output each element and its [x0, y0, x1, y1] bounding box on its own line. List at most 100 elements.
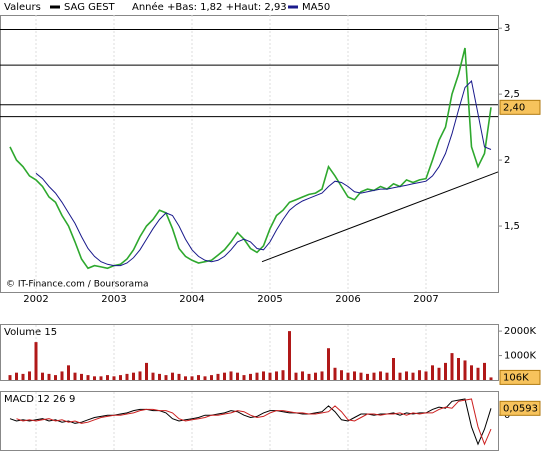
- volume-bar: [366, 373, 369, 380]
- series-line: [35, 79, 492, 267]
- price-title: Valeurs: [4, 2, 41, 13]
- series-line: [16, 398, 492, 446]
- x-tick-label: 2007: [413, 294, 438, 305]
- series-line: [9, 47, 492, 270]
- volume-bar: [125, 373, 129, 380]
- volume-bar: [483, 362, 486, 380]
- y-tick-label: 3: [504, 23, 510, 34]
- volume-bar: [47, 373, 51, 380]
- volume-bar: [99, 376, 103, 380]
- y-tick-label: 1000K: [504, 351, 536, 362]
- volume-bar: [21, 373, 25, 380]
- volume-bar: [359, 372, 363, 380]
- volume-bar: [372, 372, 376, 380]
- volume-bar: [112, 376, 116, 380]
- volume-bar: [242, 375, 246, 380]
- volume-bar: [340, 370, 343, 380]
- volume-bar: [333, 367, 337, 380]
- volume-frame: [0, 324, 499, 381]
- y-tick-label: 1,5: [504, 221, 520, 232]
- volume-bar: [301, 371, 304, 380]
- volume-bar: [307, 373, 311, 380]
- volume-bar: [8, 375, 12, 380]
- volume-bar: [320, 371, 324, 380]
- volume-bar: [489, 377, 493, 380]
- volume-bar: [145, 362, 148, 380]
- legend-label: MA50: [302, 2, 330, 13]
- volume-bar: [450, 353, 454, 380]
- volume-bar: [314, 372, 317, 380]
- volume-bar: [249, 373, 252, 380]
- volume-bar: [437, 367, 441, 380]
- volume-bar: [268, 372, 272, 380]
- volume-bar: [86, 375, 90, 380]
- volume-bar: [229, 371, 233, 380]
- volume-bar: [418, 370, 421, 380]
- volume-bar: [67, 365, 70, 380]
- volume-bar: [171, 372, 174, 380]
- volume-bar: [93, 376, 96, 380]
- volume-bar: [106, 375, 109, 380]
- y-tick-label: 2: [504, 155, 510, 166]
- last-value-box: [499, 400, 541, 416]
- volume-bar: [216, 373, 220, 380]
- x-tick-label: 2005: [257, 294, 282, 305]
- volume-bar: [463, 360, 467, 380]
- volume-bar: [392, 358, 395, 380]
- volume-bar: [132, 372, 135, 380]
- volume-bar: [457, 358, 460, 380]
- volume-bar: [346, 372, 350, 380]
- volume-bar: [353, 371, 356, 380]
- volume-bar: [151, 372, 155, 380]
- volume-bar: [431, 365, 434, 380]
- last-value-label: 0,0593: [503, 403, 538, 414]
- range-note: Année +Bas: 1,82 +Haut: 2,93: [132, 1, 287, 13]
- volume-bar: [119, 375, 122, 380]
- volume-bar: [184, 376, 187, 380]
- last-value-box: [499, 369, 541, 385]
- volume-bar: [73, 372, 77, 380]
- volume-bar: [41, 372, 44, 380]
- volume-bar: [177, 373, 181, 380]
- macd-title: MACD 12 26 9: [4, 394, 75, 405]
- volume-bar: [288, 331, 291, 380]
- volume-bar: [223, 372, 226, 380]
- volume-bar: [158, 373, 161, 380]
- last-value-box: [499, 99, 541, 115]
- volume-bar: [281, 370, 285, 380]
- volume-bar: [164, 375, 168, 380]
- volume-bar: [444, 362, 447, 380]
- volume-bar: [54, 375, 57, 380]
- volume-bar: [385, 372, 389, 380]
- volume-bar: [476, 367, 480, 380]
- volume-bar: [294, 372, 298, 380]
- copyright: © IT-Finance.com / Boursorama: [6, 280, 148, 290]
- last-value-label: 2,40: [503, 102, 525, 113]
- x-tick-label: 2003: [101, 294, 126, 305]
- volume-bar: [34, 342, 38, 380]
- volume-bar: [138, 371, 142, 380]
- volume-bar: [203, 376, 207, 380]
- volume-title: Volume 15: [4, 327, 57, 338]
- volume-bar: [236, 372, 239, 380]
- volume-bar: [405, 371, 408, 380]
- volume-bar: [470, 365, 473, 380]
- volume-bar: [210, 375, 213, 380]
- y-tick-label: 2,5: [504, 89, 520, 100]
- volume-bar: [398, 372, 402, 380]
- volume-bar: [379, 371, 382, 380]
- legend-label: SAG GEST: [64, 2, 116, 13]
- x-tick-label: 2002: [23, 294, 48, 305]
- trend-line: [261, 171, 499, 263]
- volume-bar: [15, 372, 18, 380]
- volume-bar: [327, 348, 330, 380]
- volume-bar: [80, 373, 83, 380]
- volume-bar: [255, 372, 259, 380]
- price-frame: [0, 15, 499, 293]
- volume-bar: [28, 371, 31, 380]
- last-value-label: 106K: [503, 372, 529, 383]
- volume-bar: [411, 372, 415, 380]
- volume-bar: [262, 371, 265, 380]
- macd-frame: [0, 391, 499, 451]
- volume-bar: [60, 371, 64, 380]
